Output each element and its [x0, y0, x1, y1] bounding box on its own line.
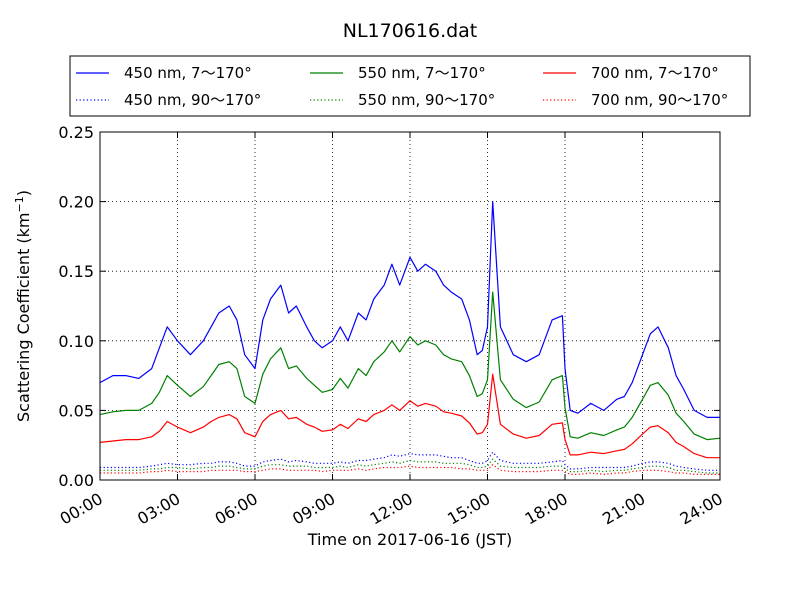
series-layer	[99, 201, 721, 475]
y-tick-label: 0.05	[58, 401, 94, 420]
y-tick-label: 0.15	[58, 262, 94, 281]
y-axis-label-sup: −1	[13, 196, 26, 212]
legend-label-4: 550 nm, 90～170°	[358, 91, 495, 109]
legend-label-3: 450 nm, 90～170°	[124, 91, 261, 109]
series-line-0	[99, 201, 720, 418]
y-axis-label-main: Scattering Coefficient (km	[14, 212, 33, 422]
legend-label-0: 450 nm, 7～170°	[124, 64, 252, 82]
y-axis-label: Scattering Coefficient (km−1)	[13, 190, 33, 422]
y-tick-label: 0.10	[58, 332, 94, 351]
y-tick-label: 0.00	[58, 471, 94, 490]
x-axis-label: Time on 2017-06-16 (JST)	[307, 530, 512, 549]
series-line-1	[99, 291, 721, 441]
y-tick-label: 0.25	[58, 123, 94, 142]
grid	[100, 132, 720, 480]
legend-label-1: 550 nm, 7～170°	[358, 64, 486, 82]
legend-frame	[69, 55, 751, 117]
series-line-2	[99, 373, 720, 459]
series-line-4	[100, 458, 720, 474]
legend-label-2: 700 nm, 7～170°	[591, 64, 719, 82]
legend: 450 nm, 7～170° 550 nm, 7～170° 700 nm, 7～17…	[69, 55, 751, 117]
series-line-5	[100, 464, 720, 475]
chart-title: NL170616.dat	[343, 20, 478, 42]
y-axis-label-tail: )	[14, 190, 33, 196]
y-tick-label: 0.20	[58, 193, 94, 212]
legend-label-5: 700 nm, 90～170°	[591, 91, 728, 109]
